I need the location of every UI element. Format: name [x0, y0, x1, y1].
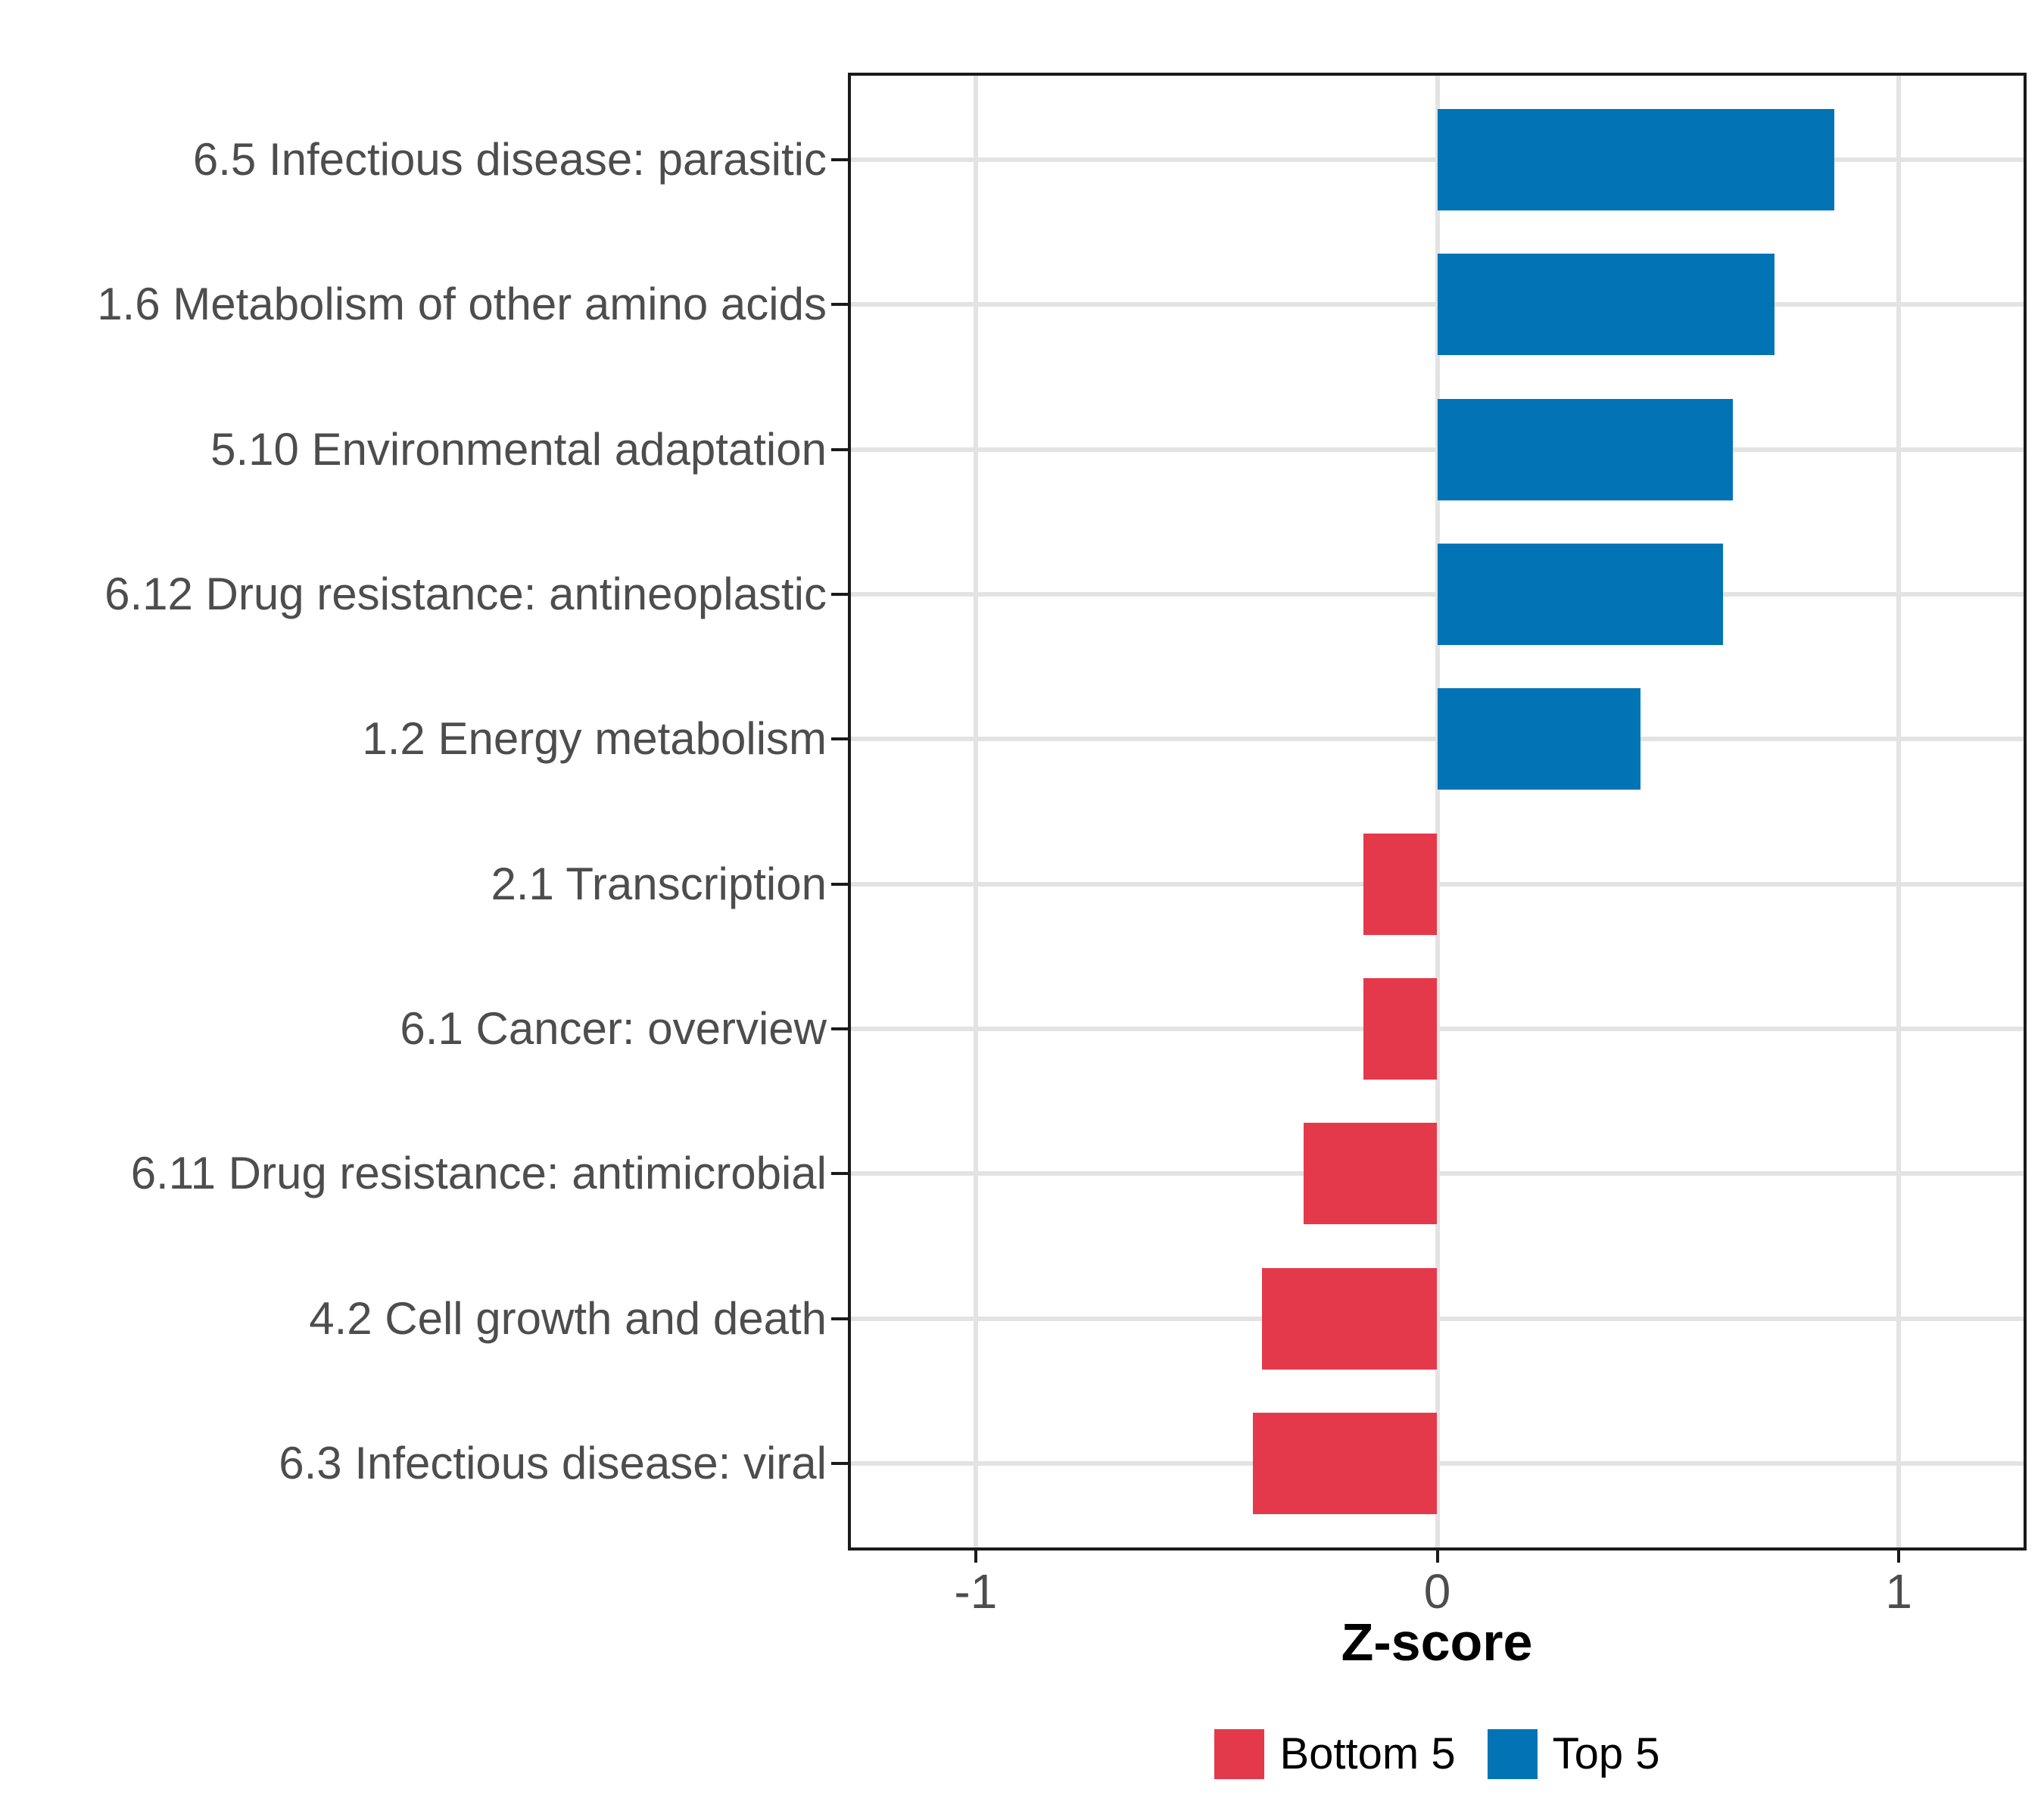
y-axis-label: 4.2 Cell growth and death	[309, 1292, 827, 1344]
y-tick-mark	[831, 882, 848, 886]
y-tick-mark	[831, 1172, 848, 1176]
y-tick-mark	[831, 157, 848, 161]
bar-negative	[1303, 1123, 1438, 1225]
y-tick-mark	[831, 447, 848, 451]
legend-label: Top 5	[1552, 1729, 1660, 1778]
y-axis-label: 6.12 Drug resistance: antineoplastic	[104, 568, 827, 619]
y-gridline	[851, 1171, 2024, 1177]
y-tick-mark	[831, 737, 848, 741]
x-tick-label: -1	[954, 1564, 998, 1619]
y-tick-mark	[831, 1317, 848, 1320]
x-axis-title: Z-score	[1341, 1613, 1533, 1672]
y-tick-mark	[831, 1462, 848, 1466]
plot-panel	[848, 73, 2027, 1551]
bar-negative	[1363, 978, 1438, 1080]
legend-label: Bottom 5	[1279, 1729, 1456, 1778]
x-tick-mark	[1897, 1551, 1901, 1563]
y-axis-label: 6.11 Drug resistance: antimicrobial	[130, 1148, 827, 1199]
legend: Bottom 5 Top 5	[848, 1728, 2027, 1781]
legend-key-swatch	[1487, 1729, 1538, 1779]
y-axis-label: 6.1 Cancer: overview	[400, 1003, 827, 1055]
x-gridline	[1896, 76, 1902, 1547]
legend-item: Top 5	[1487, 1729, 1660, 1779]
x-tick-label: 0	[1423, 1564, 1451, 1619]
bar-positive	[1437, 688, 1640, 790]
x-gridline	[1435, 76, 1440, 1547]
bar-positive	[1437, 543, 1724, 645]
y-axis-label: 1.2 Energy metabolism	[362, 713, 827, 765]
x-tick-label: 1	[1885, 1564, 1912, 1619]
y-tick-mark	[831, 303, 848, 307]
y-gridline	[851, 1316, 2024, 1321]
y-axis-label: 6.5 Infectious disease: parasitic	[192, 133, 827, 185]
bar-positive	[1437, 254, 1774, 356]
y-gridline	[851, 1461, 2024, 1466]
x-tick-mark	[1435, 1551, 1439, 1563]
bar-negative	[1252, 1413, 1438, 1515]
y-gridline	[851, 1027, 2024, 1032]
bar-positive	[1437, 108, 1834, 210]
y-axis-label: 5.10 Environmental adaptation	[210, 423, 827, 475]
y-axis-label: 2.1 Transcription	[491, 858, 827, 909]
y-gridline	[851, 881, 2024, 887]
y-axis-label: 6.3 Infectious disease: viral	[279, 1438, 827, 1489]
legend-item: Bottom 5	[1214, 1729, 1456, 1779]
bar-positive	[1437, 398, 1733, 500]
bar-negative	[1363, 833, 1438, 935]
y-tick-mark	[831, 1027, 848, 1031]
x-gridline	[973, 76, 978, 1547]
y-tick-mark	[831, 592, 848, 596]
y-axis-label: 1.6 Metabolism of other amino acids	[97, 279, 827, 330]
legend-key-swatch	[1214, 1729, 1265, 1779]
x-tick-mark	[974, 1551, 977, 1563]
bar-negative	[1261, 1267, 1438, 1370]
